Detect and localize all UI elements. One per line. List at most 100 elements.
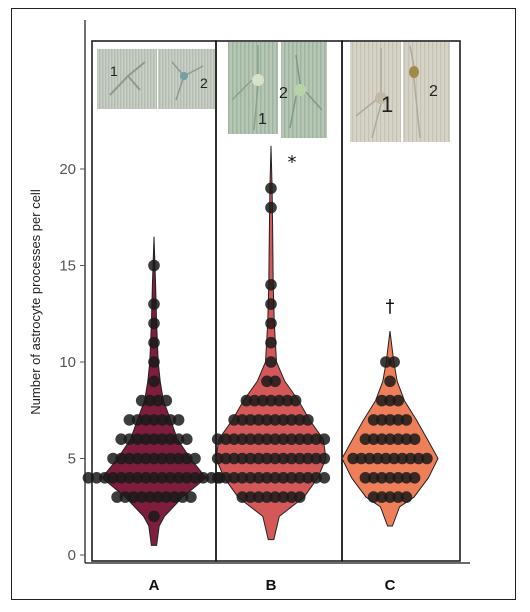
data-point-b (228, 414, 240, 426)
data-point-a (115, 452, 127, 465)
data-point-b (289, 394, 302, 407)
micrograph-a2-label: 2 (200, 75, 208, 91)
data-point-c (347, 452, 359, 465)
data-point-b (318, 433, 331, 446)
data-point-c (376, 394, 388, 407)
data-point-c (408, 433, 421, 446)
data-point-b (244, 452, 257, 465)
data-point-b (252, 433, 265, 446)
data-point-b (257, 394, 269, 407)
y-tick-label-15: 15 (59, 258, 76, 275)
data-point-b (277, 452, 290, 465)
data-point-c (412, 452, 425, 465)
data-point-b (285, 433, 298, 446)
data-point-c (388, 452, 400, 465)
data-point-a (176, 491, 189, 503)
data-point-b (269, 472, 281, 484)
data-point-b (261, 433, 273, 446)
data-point-b (240, 394, 253, 407)
data-point-b (252, 414, 265, 426)
data-point-b (302, 472, 314, 484)
micrograph-b2-label: 2 (279, 85, 288, 102)
y-tick-label-20: 20 (59, 161, 76, 178)
data-point-b (228, 472, 240, 484)
data-point-a (164, 414, 177, 426)
micrograph-b1-label: 1 (258, 111, 267, 128)
data-point-b (244, 414, 257, 426)
data-point-c (388, 356, 400, 368)
data-point-a (148, 356, 160, 368)
data-point-b (265, 336, 277, 349)
data-point-c (367, 472, 380, 484)
data-point-c (400, 472, 413, 484)
data-point-a (172, 452, 185, 465)
data-point-a (131, 472, 144, 484)
data-point-c (392, 414, 405, 426)
data-point-b (269, 414, 281, 426)
data-point-a (148, 317, 160, 330)
data-point-b (265, 182, 277, 195)
data-point-b (248, 394, 261, 407)
data-point-c (384, 414, 396, 426)
data-point-b (302, 414, 314, 426)
y-tick-label-0: 0 (68, 547, 76, 564)
data-point-a (135, 491, 148, 503)
data-point-b (236, 452, 249, 465)
data-point-b (310, 472, 322, 484)
data-point-a (131, 452, 144, 465)
annotation-b: * (288, 152, 297, 173)
data-point-a (148, 375, 160, 388)
data-point-c (404, 452, 417, 465)
data-point-a (111, 491, 123, 503)
data-point-b (277, 414, 290, 426)
data-point-c (376, 414, 388, 426)
data-point-b (310, 433, 322, 446)
data-point-a (115, 433, 127, 446)
data-point-a (144, 491, 156, 503)
data-point-b (269, 433, 281, 446)
data-point-a (99, 472, 111, 484)
data-point-a (127, 491, 140, 503)
data-point-a (160, 491, 173, 503)
data-point-a (152, 491, 164, 503)
annotation-c: † (386, 296, 395, 317)
data-point-c (392, 394, 405, 407)
data-point-b (269, 375, 281, 388)
data-point-c (367, 414, 380, 426)
data-point-b (244, 491, 257, 503)
data-point-a (144, 394, 156, 407)
data-point-a (123, 472, 136, 484)
data-point-c (384, 394, 396, 407)
data-point-b (265, 201, 277, 214)
micrograph-b2: 2 (279, 42, 327, 138)
data-point-b (318, 452, 331, 465)
data-point-c (355, 452, 368, 465)
x-tick-label-c: C (385, 577, 396, 594)
data-point-a (140, 414, 152, 426)
data-point-b (252, 491, 265, 503)
data-point-b (293, 433, 306, 446)
micrograph-a2: 2 (158, 49, 215, 109)
data-point-c (384, 433, 396, 446)
data-point-b (244, 433, 257, 446)
data-point-c (376, 491, 388, 503)
data-point-a (82, 472, 95, 484)
data-point-a (131, 414, 144, 426)
data-point-a (160, 394, 173, 407)
y-tick-label-10: 10 (59, 354, 76, 371)
data-point-a (140, 472, 152, 484)
micrograph-b1: 1 (228, 42, 278, 134)
data-point-a (115, 472, 127, 484)
data-point-b (211, 433, 224, 446)
data-point-a (148, 414, 160, 426)
data-point-c (384, 491, 396, 503)
data-point-c (400, 491, 413, 503)
data-point-b (228, 433, 240, 446)
y-axis-label: Number of astrocyte processes per cell (28, 189, 43, 415)
data-point-b (265, 317, 277, 330)
micrograph-c1-label: 1 (381, 92, 393, 117)
data-point-c (367, 491, 380, 503)
data-point-b (285, 452, 298, 465)
data-point-a (181, 433, 193, 446)
data-point-b (236, 433, 249, 446)
